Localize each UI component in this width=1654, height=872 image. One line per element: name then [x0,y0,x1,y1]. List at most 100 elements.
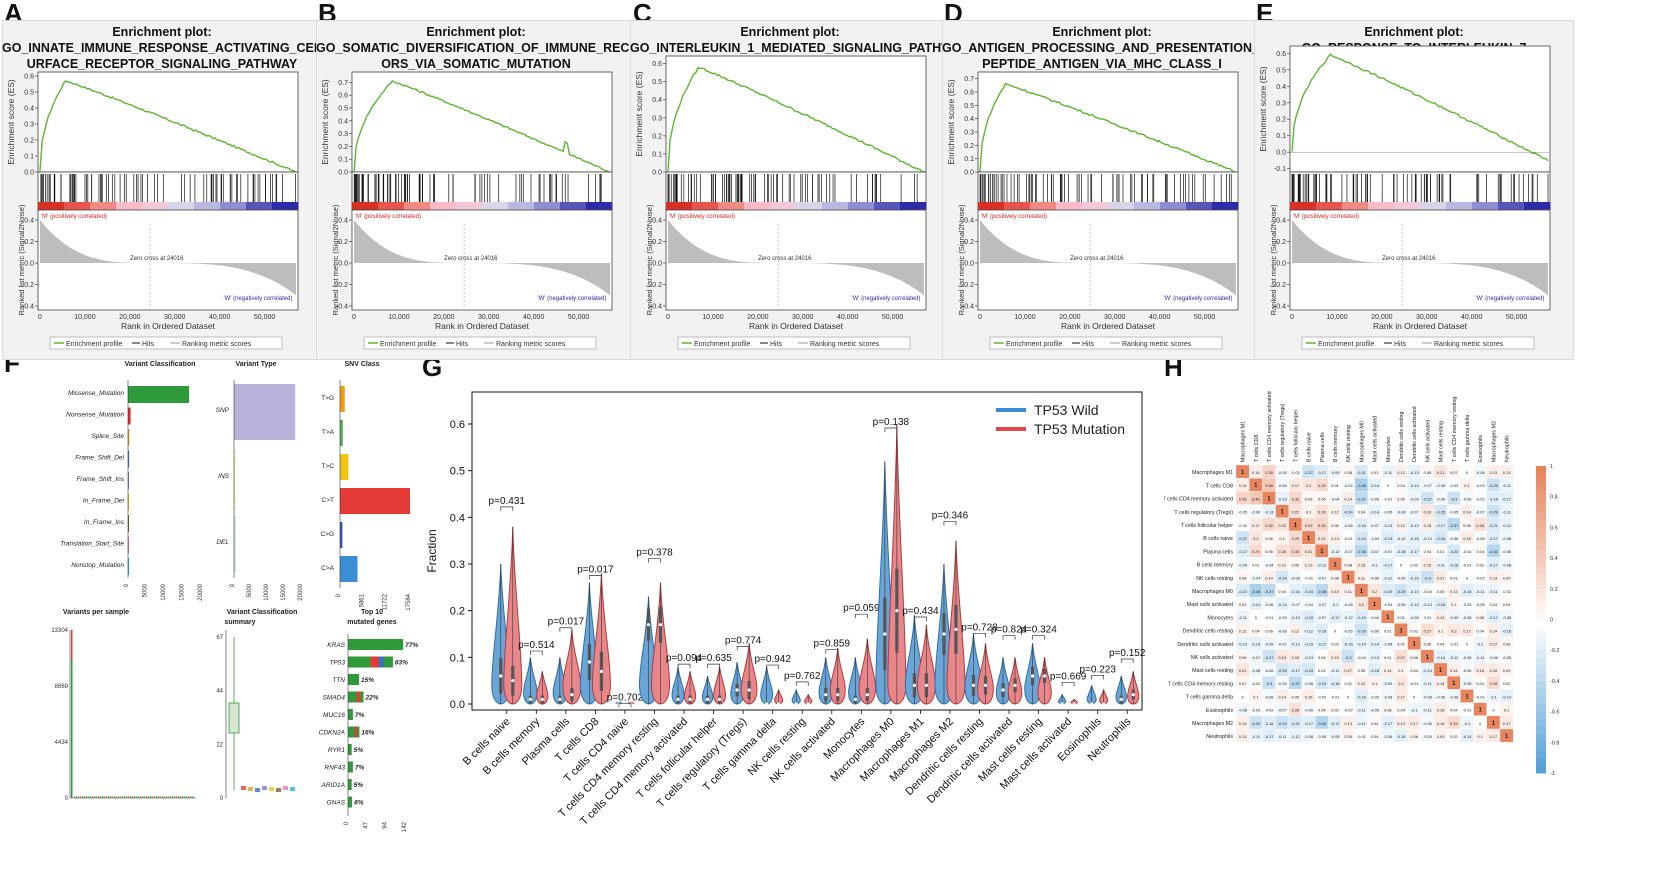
heatmap-cell-value: -0.12 [1344,615,1353,620]
heatmap-cell-value: 0.04 [1371,734,1379,739]
heatmap-cell-value: 0.04 [1397,708,1405,713]
heatmap-cell-value: 0.21 [1318,536,1326,541]
heatmap-cell-value: 0.15 [1305,694,1313,699]
heatmap-cell-value: 1 [1307,536,1311,542]
es-curve [353,79,611,174]
heatmap-cell-value: 1 [1426,655,1430,661]
heatmap-row-label: Mast cells resting [1192,668,1233,674]
heatmap-cell-value: -0.27 [1304,470,1313,475]
metric-area [668,220,924,296]
heatmap-cell-value: 0.1 [1253,694,1258,699]
x-tick-label: 20,000 [433,314,455,321]
heatmap-cell-value: 0.04 [1358,510,1366,515]
heatmap-cell-value: 0.16 [1476,668,1484,673]
violin-median [865,693,869,697]
es-tick-label: 0.4 [24,106,34,113]
vps-bar [96,796,98,798]
heatmap-cell-value: -0.17 [1436,523,1445,528]
heatmap-cell-value: 1 [1281,510,1285,516]
x-axis-label: Rank in Ordered Dataset [749,321,844,331]
vcs-box [228,702,240,734]
zero-cross-label: Zero cross at 24016 [758,256,812,262]
gsea-title-prefix: Enrichment plot: [426,25,526,39]
heatmap-cell-value: -0.09 [1449,615,1458,620]
heatmap-cell-value: 0.01 [1384,655,1392,660]
heatmap-cell-value: -0.13 [1278,496,1287,501]
legend-wild-label: TP53 Wild [1034,402,1099,418]
heatmap-cell-value: 0 [1479,721,1482,726]
heatmap-cell-value: -0.08 [1423,694,1432,699]
top10-gene: GNAS [327,800,346,807]
top10-bar [348,726,360,738]
pval-bracket [973,632,986,638]
heatmap-cell-value: 0.16 [1437,721,1445,726]
heatmap-cell-value: 0.17 [1490,642,1498,647]
heatmap-cell-value: 0.07 [1450,470,1458,475]
colorbar-segment [1536,734,1546,743]
es-tick-label: 0.4 [964,116,974,123]
vc-tick-label: 5000 [143,583,149,597]
heatmap-cell-value: -0.04 [1370,615,1380,620]
heatmap-cell-value: 0.14 [1384,668,1392,673]
heatmap-cell-value: 0.27 [1424,628,1432,633]
violin-median [1060,702,1064,706]
colorbar-tick-label: -0.2 [1550,648,1559,654]
heatmap-cell-value: -0.08 [1463,681,1472,686]
gsea-title-line: URFACE_RECEPTOR_SIGNALING_PATHWAY [26,57,298,71]
heatmap-cell-value: -0.05 [1304,708,1313,713]
heatmap-cell-value: 0.01 [1450,576,1458,581]
heatmap-cell-value: 0.14 [1397,721,1405,726]
heatmap-cell-value: 0.12 [1278,562,1286,567]
colorbar-segment [1536,703,1546,713]
vps-bar [190,796,192,798]
es-tick-label: 0.0 [652,170,662,177]
es-tick-label: 0.0 [24,170,34,177]
heatmap-cell-value: -0.11 [1476,589,1485,594]
heatmap-cell-value: -0.01 [1357,734,1366,739]
violin-median [705,697,710,701]
heatmap-cell-value: -0.07 [1370,523,1379,528]
vc-label: Nonstop_Mutation [71,562,124,569]
pval-bracket [1032,635,1045,640]
heatmap-cell-value: -0.29 [1278,721,1287,726]
metric-tick-label: -0.4 [22,304,34,311]
heatmap-cell-value: 1 [1413,642,1417,648]
heatmap-cell-value: 0.21 [1437,470,1445,475]
heatmap-cell-value: -0.08 [1278,628,1287,633]
heatmap-cell-value: 0.08 [1344,562,1352,567]
vps-bar [162,796,164,798]
rank-color-segment [1212,202,1239,210]
heatmap-cell-value: -0.06 [1397,602,1406,607]
heatmap-cell-value: -0.08 [1291,576,1300,581]
snv-bar [340,488,410,514]
heatmap-cell-value: 0.2 [1359,602,1364,607]
vps-bar [174,796,176,798]
heatmap-cell-value: -0.11 [1384,470,1393,475]
heatmap-row-label: NK cells resting [1196,576,1233,582]
metric-tick-label: -0.4 [1274,304,1286,311]
zero-cross-label: Zero cross at 24016 [1070,256,1124,262]
heatmap-cell-value: -0.27 [1238,536,1247,541]
heatmap-cell-value: -0.09 [1238,562,1247,567]
heatmap-cell-value: 0.04 [1397,483,1405,488]
rank-color-segment [744,202,771,210]
vt-tick-label: 5000 [247,583,253,597]
heatmap-cell-value: 0.02 [1476,562,1484,567]
vps-bar [136,796,138,798]
gsea-title-prefix: Enrichment plot: [1052,25,1152,39]
heatmap-cell-value: -0.08 [1331,734,1340,739]
pval-bracket [914,616,927,621]
p-value-label: p=0.017 [577,564,614,575]
heatmap-col-label: Monocytes [1386,436,1392,462]
violin-median [983,683,988,687]
metric-tick-label: 0.2 [1276,239,1286,246]
heatmap-cell-value: -0.05 [1278,615,1287,620]
vt-tick-label: 20000 [298,583,304,600]
colorbar-segment [1536,642,1546,651]
heatmap-cell-value: -0.13 [1410,470,1419,475]
heatmap-cell-value: -0.14 [1251,602,1261,607]
heatmap-cell-value: -0.07 [1317,602,1326,607]
snv-bar [340,522,343,548]
y-tick-label: 0.4 [450,512,465,524]
metric-tick-label: -0.2 [22,282,34,289]
